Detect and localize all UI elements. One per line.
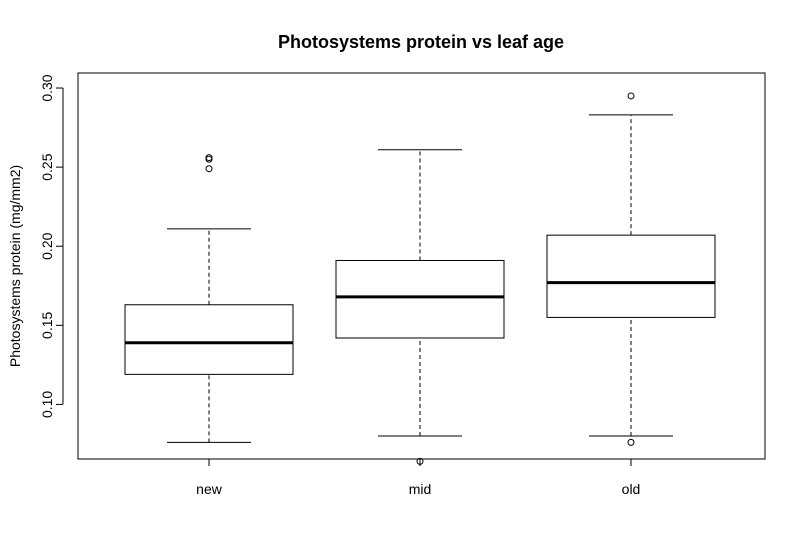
- chart-title: Photosystems protein vs leaf age: [278, 32, 564, 52]
- outlier-point: [627, 438, 635, 446]
- box-old: [546, 92, 716, 446]
- outlier-point: [205, 165, 213, 173]
- outlier-point: [416, 457, 424, 465]
- y-axis-label: Photosystems protein (mg/mm2): [7, 165, 23, 367]
- y-tick-label: 0.10: [39, 391, 55, 418]
- y-tick-label: 0.20: [39, 232, 55, 259]
- x-tick-label: mid: [409, 481, 432, 497]
- box-iqr: [546, 234, 716, 318]
- outlier-point: [205, 154, 213, 162]
- x-tick-label: new: [196, 481, 223, 497]
- boxes: [124, 92, 716, 465]
- y-tick-label: 0.25: [39, 153, 55, 180]
- y-tick-label: 0.15: [39, 311, 55, 338]
- outlier-point: [627, 92, 635, 100]
- box-iqr: [335, 259, 505, 339]
- box-iqr: [124, 304, 294, 375]
- box-new: [124, 154, 294, 443]
- y-axis: 0.10 0.15 0.20 0.25 0.30: [39, 74, 64, 418]
- y-tick-label: 0.30: [39, 74, 55, 101]
- x-tick-label: old: [622, 481, 641, 497]
- box-mid: [335, 149, 505, 465]
- x-axis: new mid old: [196, 458, 641, 497]
